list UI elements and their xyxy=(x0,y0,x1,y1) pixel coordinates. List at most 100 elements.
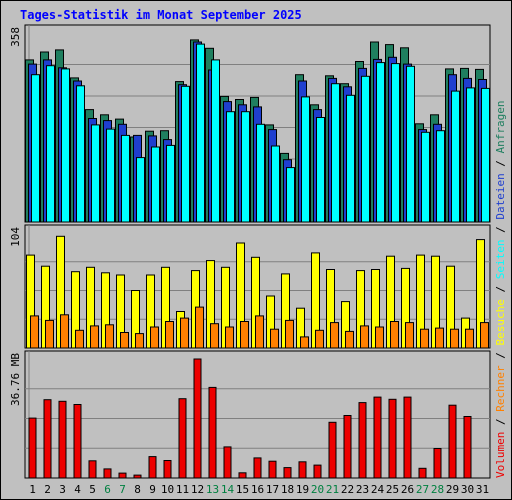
bar-volumen xyxy=(343,415,352,479)
bar-rechner xyxy=(120,332,129,349)
x-tick-label: 15 xyxy=(236,483,249,496)
panel-top: 358 xyxy=(9,24,491,223)
bar-rechner xyxy=(420,328,429,349)
bar-rechner xyxy=(150,326,159,349)
bar-seiten xyxy=(256,123,265,223)
bar-volumen xyxy=(388,398,397,479)
bar-rechner xyxy=(405,322,414,349)
panel-max-label: 36.76 MB xyxy=(9,353,22,406)
legend: Volumen / Rechner / Besuche / Seiten / D… xyxy=(494,100,507,478)
bar-seiten xyxy=(211,59,220,223)
bar-rechner xyxy=(30,315,39,349)
x-tick-label: 3 xyxy=(59,483,66,496)
bar-volumen xyxy=(373,396,382,479)
x-tick-label: 11 xyxy=(176,483,189,496)
bar-seiten xyxy=(181,85,190,223)
bar-volumen xyxy=(148,456,157,479)
panel-mid: 104 xyxy=(9,224,491,349)
bar-volumen xyxy=(298,461,307,479)
x-tick-label: 27 xyxy=(416,483,429,496)
bar-volumen xyxy=(178,398,187,479)
bar-rechner xyxy=(225,326,234,349)
bar-volumen xyxy=(253,457,262,479)
legend-item: / xyxy=(494,220,507,240)
bar-seiten xyxy=(391,63,400,223)
bar-volumen xyxy=(103,468,112,479)
bar-seiten xyxy=(61,68,70,223)
bar-rechner xyxy=(105,324,114,349)
bar-volumen xyxy=(193,358,202,479)
bar-volumen xyxy=(433,448,442,479)
bar-seiten xyxy=(421,131,430,223)
bar-seiten xyxy=(331,83,340,223)
x-tick-label: 12 xyxy=(191,483,204,496)
bar-seiten xyxy=(406,65,415,223)
bar-seiten xyxy=(301,96,310,223)
x-tick-label: 26 xyxy=(401,483,414,496)
legend-item: / xyxy=(494,153,507,173)
x-tick-label: 28 xyxy=(431,483,444,496)
x-tick-label: 17 xyxy=(266,483,279,496)
x-tick-label: 7 xyxy=(119,483,126,496)
bar-volumen xyxy=(28,417,37,479)
bar-rechner xyxy=(60,314,69,349)
panel-frame xyxy=(24,350,491,479)
bar-rechner xyxy=(195,306,204,349)
legend-item: Rechner xyxy=(494,365,507,412)
x-tick-label: 30 xyxy=(461,483,474,496)
bar-seiten xyxy=(226,111,235,223)
bar-rechner xyxy=(480,322,489,349)
x-tick-label: 18 xyxy=(281,483,294,496)
bar-volumen xyxy=(268,460,277,479)
chart-panels: 358 104 36.76 MB xyxy=(9,24,491,479)
legend-item: / xyxy=(494,346,507,366)
x-tick-label: 10 xyxy=(161,483,174,496)
bar-volumen xyxy=(88,460,97,479)
bar-seiten xyxy=(241,111,250,223)
x-tick-label: 1 xyxy=(29,483,36,496)
bar-seiten xyxy=(76,85,85,223)
bar-seiten xyxy=(151,146,160,223)
x-tick-label: 24 xyxy=(371,483,385,496)
bar-seiten xyxy=(436,130,445,223)
legend-item: / xyxy=(494,279,507,299)
bar-volumen xyxy=(58,400,67,479)
bar-seiten xyxy=(316,117,325,223)
x-tick-label: 5 xyxy=(89,483,96,496)
legend-item: / xyxy=(494,412,507,432)
bar-seiten xyxy=(466,87,475,223)
bar-rechner xyxy=(180,317,189,349)
bar-rechner xyxy=(330,322,339,349)
panel-max-label: 104 xyxy=(9,227,22,247)
x-tick-label: 2 xyxy=(44,483,51,496)
x-axis-day-labels: 1 2 3 4 5 6 7 8 9 10 11 12 13 14 15 16 17 18 19 20 21 22 23 24 2… xyxy=(29,483,489,496)
bar-seiten xyxy=(271,145,280,223)
bar-rechner xyxy=(210,323,219,349)
bar-seiten xyxy=(361,75,370,223)
bar-volumen xyxy=(283,467,292,479)
bar-seiten xyxy=(166,144,175,223)
x-tick-label: 6 xyxy=(104,483,111,496)
bar-rechner xyxy=(165,321,174,349)
bar-seiten xyxy=(451,90,460,223)
x-tick-label: 19 xyxy=(296,483,309,496)
bar-volumen xyxy=(448,404,457,479)
legend-item: Anfragen xyxy=(494,100,507,153)
bar-rechner xyxy=(75,329,84,349)
bar-seiten xyxy=(376,62,385,223)
bar-seiten xyxy=(91,124,100,223)
x-tick-label: 21 xyxy=(326,483,339,496)
bar-rechner xyxy=(435,327,444,349)
bar-volumen xyxy=(73,404,82,479)
bar-volumen xyxy=(463,416,472,479)
series-volumen xyxy=(28,358,472,479)
bar-rechner xyxy=(450,328,459,349)
x-tick-label: 8 xyxy=(134,483,141,496)
bar-volumen xyxy=(43,399,52,479)
bar-volumen xyxy=(133,474,142,479)
x-tick-label: 9 xyxy=(149,483,156,496)
legend-item: Volumen xyxy=(494,432,507,478)
bar-rechner xyxy=(240,321,249,349)
bar-volumen xyxy=(238,472,247,479)
